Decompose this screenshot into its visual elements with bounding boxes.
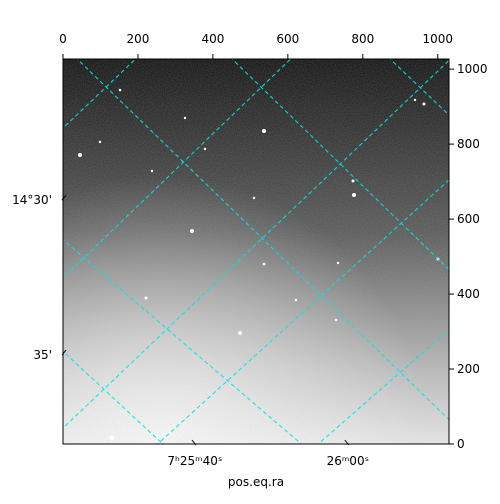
x-axis-label: pos.eq.ra	[228, 475, 284, 489]
x-tick-label: 0	[59, 32, 67, 46]
y-tick-label: 800	[457, 137, 480, 151]
world-x-tick	[344, 439, 350, 446]
y-tick-label: 200	[457, 362, 480, 376]
world-y-tick-label: 14°30'	[12, 193, 52, 207]
world-x-tick-label: 26ᵐ00ˢ	[327, 454, 370, 468]
world-x-tick	[191, 439, 197, 446]
y-tick-label: 0	[457, 437, 465, 451]
x-tick-label: 200	[126, 32, 149, 46]
y-tick-label: 400	[457, 287, 480, 301]
x-tick-label: 800	[351, 32, 374, 46]
y-tick-label: 600	[457, 212, 480, 226]
world-y-tick	[61, 194, 67, 201]
sky-image	[63, 59, 449, 444]
x-tick-label: 600	[276, 32, 299, 46]
world-x-tick-label: 7ʰ25ᵐ40ˢ	[167, 454, 222, 468]
world-y-tick	[61, 349, 67, 356]
x-tick-label: 1000	[422, 32, 453, 46]
world-y-tick-label: 35'	[33, 348, 52, 362]
y-tick-label: 1000	[457, 62, 488, 76]
plot-frame	[62, 58, 450, 445]
x-tick-label: 400	[201, 32, 224, 46]
